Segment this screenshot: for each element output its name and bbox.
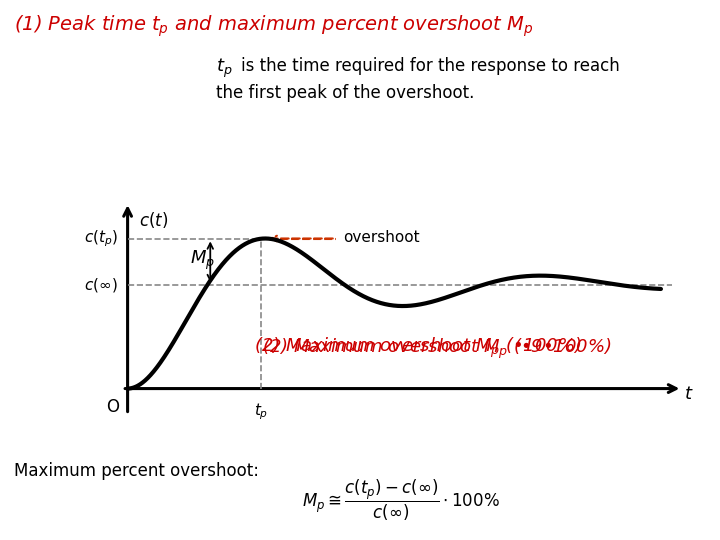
Text: (2) Maximum overshoot $M_p$ (•9•100%): (2) Maximum overshoot $M_p$ (•9•100%) (262, 337, 612, 361)
Text: (2) Maximum overshoot $M_p$ (•100%): (2) Maximum overshoot $M_p$ (•100%) (254, 336, 581, 360)
Text: $M_p$: $M_p$ (190, 249, 215, 272)
Text: $c(\infty)$: $c(\infty)$ (84, 276, 118, 294)
Text: $t_p$: $t_p$ (254, 401, 268, 422)
Text: $t$: $t$ (684, 384, 693, 403)
Text: overshoot: overshoot (343, 230, 420, 245)
Text: is the time required for the response to reach: is the time required for the response to… (241, 57, 620, 75)
Text: O: O (107, 398, 120, 416)
Text: the first peak of the overshoot.: the first peak of the overshoot. (216, 84, 474, 102)
Text: $c(t_p)$: $c(t_p)$ (84, 228, 118, 249)
Text: $c(t)$: $c(t)$ (140, 210, 168, 230)
Text: $t_p$: $t_p$ (216, 57, 233, 80)
Text: $M_p \cong \dfrac{c(t_p) - c(\infty)}{c(\infty)} \cdot 100\%$: $M_p \cong \dfrac{c(t_p) - c(\infty)}{c(… (302, 478, 500, 523)
Text: Maximum percent overshoot:: Maximum percent overshoot: (14, 462, 259, 480)
Text: (1) Peak time $t_p$ and maximum percent overshoot $M_p$: (1) Peak time $t_p$ and maximum percent … (14, 14, 534, 39)
